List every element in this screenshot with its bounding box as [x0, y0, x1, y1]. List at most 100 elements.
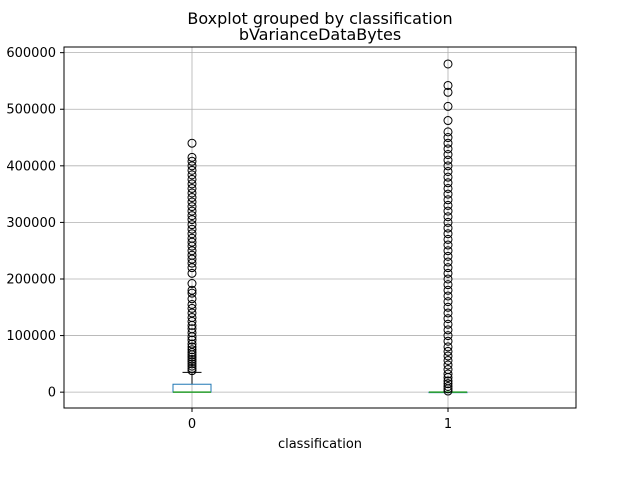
outlier-point: [187, 138, 197, 148]
outlier-point: [443, 319, 453, 329]
outlier-point: [443, 346, 453, 356]
outlier-point: [443, 116, 453, 126]
outlier-point: [443, 234, 453, 244]
outlier-point: [443, 144, 453, 154]
outlier-point: [443, 223, 453, 233]
outlier-point: [443, 280, 453, 290]
outlier-point: [187, 285, 197, 295]
outlier-point: [443, 127, 453, 137]
outlier-point: [443, 268, 453, 278]
outlier-point: [443, 133, 453, 143]
outlier-point: [443, 314, 453, 324]
outlier-point: [443, 166, 453, 176]
outlier-point: [443, 80, 453, 90]
outlier-point: [443, 369, 453, 379]
outlier-point: [187, 339, 197, 349]
box-group: [172, 371, 468, 394]
outlier-point: [443, 302, 453, 312]
outlier-point: [443, 365, 453, 375]
outlier-point: [443, 381, 453, 391]
outlier-point: [443, 217, 453, 227]
outlier-point: [443, 274, 453, 284]
outlier-point: [443, 206, 453, 216]
outlier-point: [443, 291, 453, 301]
outlier-point: [443, 251, 453, 261]
outlier-point: [187, 183, 197, 193]
outlier-point: [187, 354, 197, 364]
outlier-point: [187, 352, 197, 362]
chart-suptitle: Boxplot grouped by classification: [187, 9, 452, 28]
outlier-point: [443, 342, 453, 352]
y-tick-label: 0: [48, 386, 56, 401]
outlier-point: [443, 178, 453, 188]
outlier-point: [443, 285, 453, 295]
outlier-point: [187, 303, 197, 313]
outlier-point: [187, 363, 197, 373]
outlier-point: [443, 150, 453, 160]
outlier-point: [187, 156, 197, 166]
outlier-point: [443, 246, 453, 256]
outlier-point: [187, 342, 197, 352]
y-axis-ticks: 0 100000 200000 300000 400000 500000 600000: [6, 46, 64, 401]
outlier-point: [443, 360, 453, 370]
outlier-point: [187, 179, 197, 189]
x-tick-label: 0: [188, 417, 196, 432]
outlier-point: [443, 87, 453, 97]
outlier-point: [187, 357, 197, 367]
outlier-point: [443, 172, 453, 182]
x-axis-label: classification: [278, 437, 362, 452]
outlier-point: [187, 335, 197, 345]
outlier-group: [187, 59, 453, 396]
outlier-point: [443, 183, 453, 193]
y-tick-label: 500000: [6, 103, 56, 118]
outlier-point: [187, 361, 197, 371]
outlier-point: [187, 366, 197, 376]
outlier-point: [443, 336, 453, 346]
outlier-point: [187, 188, 197, 198]
outlier-point: [443, 351, 453, 361]
outlier-point: [443, 257, 453, 267]
outlier-point: [443, 325, 453, 335]
outlier-point: [443, 161, 453, 171]
outlier-point: [187, 288, 197, 298]
outlier-point: [443, 376, 453, 386]
outlier-point: [187, 224, 197, 234]
chart-title: bVarianceDataBytes: [239, 25, 401, 44]
outlier-point: [443, 138, 453, 148]
outlier-point: [187, 152, 197, 162]
y-tick-label: 100000: [6, 329, 56, 344]
outlier-point: [187, 312, 197, 322]
outlier-point: [443, 195, 453, 205]
outlier-point: [187, 170, 197, 180]
y-tick-label: 300000: [6, 216, 56, 231]
outlier-point: [443, 379, 453, 389]
outlier-point: [443, 308, 453, 318]
outlier-point: [187, 268, 197, 278]
outlier-point: [187, 165, 197, 175]
outlier-point: [443, 331, 453, 341]
outlier-point: [187, 328, 197, 338]
outlier-point: [443, 240, 453, 250]
outlier-point: [187, 299, 197, 309]
outlier-point: [187, 359, 197, 369]
outlier-point: [443, 212, 453, 222]
outlier-point: [187, 206, 197, 216]
outlier-point: [443, 297, 453, 307]
y-tick-label: 200000: [6, 272, 56, 287]
outlier-point: [443, 59, 453, 69]
outlier-point: [443, 200, 453, 210]
outlier-point: [187, 202, 197, 212]
outlier-point: [187, 324, 197, 334]
outlier-point: [187, 211, 197, 221]
y-tick-label: 400000: [6, 159, 56, 174]
grid-lines: [64, 47, 576, 408]
outlier-point: [187, 174, 197, 184]
outlier-point: [187, 197, 197, 207]
y-tick-label: 600000: [6, 46, 56, 61]
outlier-point: [187, 250, 197, 260]
plot-frame: [63, 46, 577, 409]
outlier-point: [443, 229, 453, 239]
outlier-point: [187, 193, 197, 203]
